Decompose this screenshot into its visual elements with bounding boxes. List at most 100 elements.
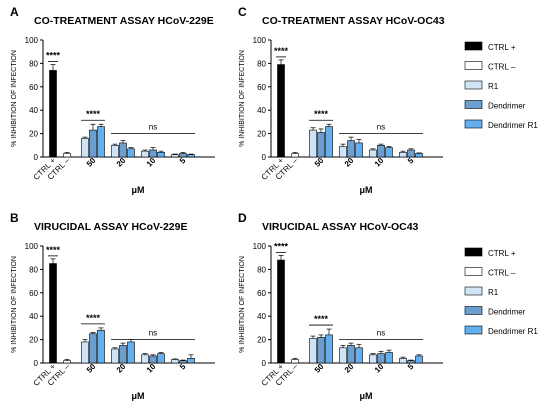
y-tick-label: 100 [25, 36, 39, 45]
bar-dendrimer [347, 345, 355, 364]
legend-label: R1 [488, 288, 499, 297]
bar-ctrl-pos [49, 263, 57, 364]
legend-label: CTRL + [488, 249, 516, 258]
bar-dendrimer-r1 [97, 126, 105, 158]
legend-label: Dendrimer [488, 102, 526, 111]
bar-ctrl-pos [277, 259, 285, 364]
ns-label: ns [377, 329, 385, 338]
ns-label: ns [149, 329, 157, 338]
ns-label: ns [149, 123, 157, 132]
dose-significance-label: **** [314, 314, 329, 324]
x-tick-label-dose: 20 [115, 362, 128, 375]
bar-dendrimer-r1 [415, 355, 423, 364]
x-axis-label: μM [359, 391, 372, 401]
x-tick-label-dose: 5 [178, 156, 188, 166]
y-tick-label: 20 [29, 336, 38, 345]
y-tick-label: 0 [34, 359, 39, 368]
panel-c: C CO-TREATMENT ASSAY HCoV-OC43 % INHIBITIO… [238, 5, 538, 195]
bar-r1 [399, 152, 407, 158]
x-tick-label-dose: 20 [115, 156, 128, 169]
bar-dendrimer-r1 [127, 148, 135, 158]
x-tick-label-dose: 10 [145, 362, 158, 375]
y-tick-label: 40 [257, 312, 266, 321]
legend-swatch [464, 80, 483, 90]
x-tick-label-dose: 10 [373, 362, 386, 375]
y-tick-label: 100 [253, 242, 267, 251]
bar-dendrimer-r1 [325, 126, 333, 158]
ctrl-significance-label: **** [46, 51, 61, 61]
legend-swatch [464, 119, 483, 129]
legend-label: Dendrimer [488, 308, 526, 317]
bar-dendrimer-r1 [157, 353, 165, 364]
bar-dendrimer-r1 [187, 358, 195, 364]
legend-swatch [464, 267, 483, 276]
bar-r1 [141, 354, 149, 364]
legend-swatch [464, 100, 483, 109]
y-tick-label: 0 [262, 359, 267, 368]
y-tick-label: 0 [34, 153, 39, 162]
y-axis-label: % INHIBITION OF INFECTION [239, 50, 246, 147]
x-tick-label-dose: 20 [343, 156, 356, 169]
bar-dendrimer-r1 [157, 152, 165, 158]
chart-title: VIRUCIDAL ASSAY HCoV-229E [34, 221, 187, 233]
ctrl-significance-label: **** [46, 245, 61, 255]
x-tick-label-dose: 5 [406, 362, 416, 372]
bar-r1 [339, 347, 347, 364]
legend: CTRL + CTRL – R1 Dendrimer Dendrimer R1 [464, 247, 538, 336]
bar-r1 [369, 149, 377, 158]
bar-r1 [369, 354, 377, 364]
bar-r1 [81, 137, 89, 158]
bar-dendrimer-r1 [355, 142, 363, 158]
bar-dendrimer-r1 [385, 147, 393, 158]
x-tick-label-dose: 5 [406, 156, 416, 166]
bar-dendrimer-r1 [415, 153, 423, 158]
bar-dendrimer-r1 [127, 341, 135, 364]
legend-label: CTRL + [488, 43, 516, 52]
bar-dendrimer [119, 142, 127, 158]
bar-dendrimer [89, 129, 97, 158]
bar-dendrimer [89, 333, 97, 364]
y-tick-label: 40 [29, 312, 38, 321]
bar-r1 [171, 154, 179, 158]
y-tick-label: 0 [262, 153, 267, 162]
ctrl-significance-label: **** [274, 46, 289, 56]
x-axis-label: μM [131, 185, 144, 195]
bar-dendrimer [377, 145, 385, 158]
bar-dendrimer [119, 345, 127, 364]
bar-r1 [309, 129, 317, 158]
y-tick-label: 20 [257, 130, 266, 139]
bar-r1 [339, 146, 347, 158]
y-tick-label: 80 [257, 265, 266, 274]
chart-title: CO-TREATMENT ASSAY HCoV-229E [34, 15, 214, 27]
legend-label: R1 [488, 82, 499, 91]
x-tick-label-dose: 50 [313, 156, 326, 169]
bar-r1 [141, 150, 149, 158]
x-tick-label-dose: 10 [373, 156, 386, 169]
legend: CTRL + CTRL – R1 Dendrimer Dendrimer R1 [464, 41, 538, 130]
dose-significance-label: **** [86, 109, 101, 119]
bar-dendrimer-r1 [355, 347, 363, 364]
legend-label: Dendrimer R1 [488, 327, 538, 336]
bar-dendrimer [317, 336, 325, 364]
y-tick-label: 60 [257, 289, 266, 298]
y-tick-label: 100 [25, 242, 39, 251]
y-tick-label: 80 [257, 59, 266, 68]
legend-label: CTRL – [488, 269, 516, 278]
x-tick-label-dose: 10 [145, 156, 158, 169]
bar-r1 [81, 341, 89, 364]
panel-a: A CO-TREATMENT ASSAY HCoV-229E % INHIBITIO… [10, 5, 215, 195]
panel-d: D VIRUCIDAL ASSAY HCoV-OC43 % INHIBITION O… [238, 211, 538, 401]
panel-letter: A [10, 5, 19, 19]
y-tick-label: 60 [29, 83, 38, 92]
bar-dendrimer-r1 [97, 329, 105, 364]
bar-r1 [309, 338, 317, 364]
bar-dendrimer [317, 132, 325, 158]
bar-ctrl-pos [49, 70, 57, 158]
bar-r1 [111, 145, 119, 158]
bar-dendrimer-r1 [385, 352, 393, 364]
bar-ctrl-pos [277, 64, 285, 158]
ns-label: ns [377, 123, 385, 132]
y-axis-label: % INHIBITION OF INFECTION [11, 256, 18, 353]
bar-r1 [399, 358, 407, 364]
y-tick-label: 40 [257, 106, 266, 115]
